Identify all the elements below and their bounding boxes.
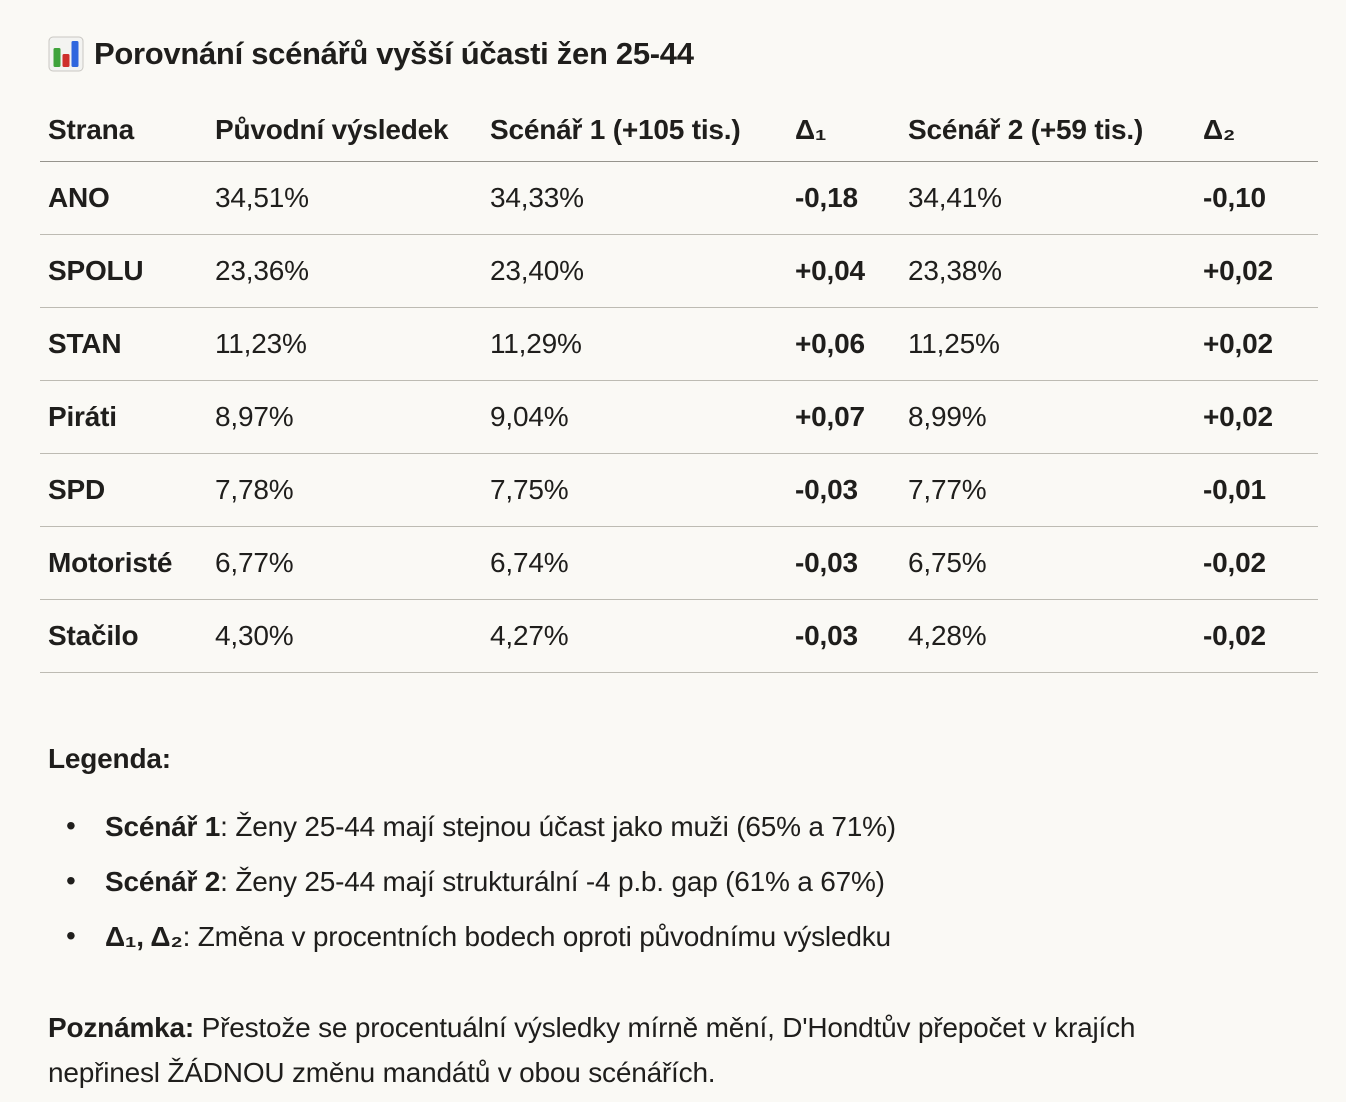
column-header-scenario1: Scénář 1 (+105 tis.) — [482, 103, 787, 162]
cell-scenario2: 34,41% — [900, 161, 1195, 235]
column-header-original: Původní výsledek — [207, 103, 482, 162]
cell-party: ANO — [40, 161, 207, 235]
cell-delta2: -0,01 — [1195, 453, 1318, 527]
cell-delta2: +0,02 — [1195, 380, 1318, 454]
table-row: Motoristé 6,77% 6,74% -0,03 6,75% -0,02 — [40, 526, 1318, 600]
cell-party: Piráti — [40, 380, 207, 454]
cell-scenario2: 11,25% — [900, 307, 1195, 381]
cell-delta2: +0,02 — [1195, 307, 1318, 381]
note-line1: Přestože se procentuální výsledky mírně … — [194, 1011, 1136, 1043]
legend-item-scenario2: Scénář 2: Ženy 25-44 mají strukturální -… — [40, 865, 1318, 897]
cell-delta2: -0,02 — [1195, 599, 1318, 673]
cell-delta1: -0,03 — [787, 526, 900, 600]
table-row: ANO 34,51% 34,33% -0,18 34,41% -0,10 — [40, 161, 1318, 235]
legend-term: Scénář 2 — [105, 865, 221, 897]
scenario-comparison-table: Strana Původní výsledek Scénář 1 (+105 t… — [40, 103, 1318, 673]
column-header-strana: Strana — [40, 103, 207, 162]
cell-delta2: +0,02 — [1195, 234, 1318, 308]
legend-list: Scénář 1: Ženy 25-44 mají stejnou účast … — [40, 810, 1318, 952]
note: Poznámka: Přestože se procentuální výsle… — [40, 1005, 1318, 1095]
cell-scenario1: 9,04% — [482, 380, 787, 454]
table-row: Piráti 8,97% 9,04% +0,07 8,99% +0,02 — [40, 380, 1318, 454]
cell-original: 34,51% — [207, 161, 482, 235]
cell-scenario1: 23,40% — [482, 234, 787, 308]
cell-delta2: -0,10 — [1195, 161, 1318, 235]
legend-item-scenario1: Scénář 1: Ženy 25-44 mají stejnou účast … — [40, 810, 1318, 842]
cell-party: SPD — [40, 453, 207, 527]
cell-scenario2: 8,99% — [900, 380, 1195, 454]
bar-chart-icon — [48, 36, 84, 72]
column-header-delta2: Δ₂ — [1195, 103, 1318, 162]
cell-scenario2: 4,28% — [900, 599, 1195, 673]
cell-delta1: +0,07 — [787, 380, 900, 454]
table-row: STAN 11,23% 11,29% +0,06 11,25% +0,02 — [40, 307, 1318, 381]
legend-text: : Ženy 25-44 mají stejnou účast jako muž… — [220, 810, 896, 842]
cell-delta1: +0,04 — [787, 234, 900, 308]
cell-delta1: -0,03 — [787, 453, 900, 527]
cell-scenario2: 7,77% — [900, 453, 1195, 527]
cell-original: 8,97% — [207, 380, 482, 454]
cell-delta1: +0,06 — [787, 307, 900, 381]
cell-party: SPOLU — [40, 234, 207, 308]
cell-original: 7,78% — [207, 453, 482, 527]
cell-party: STAN — [40, 307, 207, 381]
table-header-row: Strana Původní výsledek Scénář 1 (+105 t… — [40, 103, 1318, 162]
cell-scenario1: 4,27% — [482, 599, 787, 673]
cell-delta1: -0,03 — [787, 599, 900, 673]
cell-scenario1: 34,33% — [482, 161, 787, 235]
cell-original: 11,23% — [207, 307, 482, 381]
cell-delta1: -0,18 — [787, 161, 900, 235]
cell-original: 6,77% — [207, 526, 482, 600]
cell-party: Stačilo — [40, 599, 207, 673]
cell-delta2: -0,02 — [1195, 526, 1318, 600]
note-line2: nepřinesl ŽÁDNOU změnu mandátů v obou sc… — [48, 1056, 716, 1088]
legend-term: Scénář 1 — [105, 810, 221, 842]
table-row: Stačilo 4,30% 4,27% -0,03 4,28% -0,02 — [40, 599, 1318, 673]
column-header-scenario2: Scénář 2 (+59 tis.) — [900, 103, 1195, 162]
cell-scenario1: 7,75% — [482, 453, 787, 527]
note-label: Poznámka: — [48, 1011, 195, 1043]
table-row: SPOLU 23,36% 23,40% +0,04 23,38% +0,02 — [40, 234, 1318, 308]
cell-original: 4,30% — [207, 599, 482, 673]
legend-term: Δ₁, Δ₂ — [105, 920, 183, 952]
cell-scenario2: 23,38% — [900, 234, 1195, 308]
legend-text: : Změna v procentních bodech oproti půvo… — [182, 920, 891, 952]
cell-scenario1: 11,29% — [482, 307, 787, 381]
legend-text: : Ženy 25-44 mají strukturální -4 p.b. g… — [220, 865, 885, 897]
table-row: SPD 7,78% 7,75% -0,03 7,77% -0,01 — [40, 453, 1318, 527]
cell-scenario1: 6,74% — [482, 526, 787, 600]
legend-item-deltas: Δ₁, Δ₂: Změna v procentních bodech oprot… — [40, 920, 1318, 952]
cell-scenario2: 6,75% — [900, 526, 1195, 600]
cell-original: 23,36% — [207, 234, 482, 308]
legend-heading: Legenda: — [48, 742, 171, 774]
column-header-delta1: Δ₁ — [787, 103, 900, 162]
page-title: Porovnání scénářů vyšší účasti žen 25-44 — [94, 36, 694, 71]
page-title-row: Porovnání scénářů vyšší účasti žen 25-44 — [40, 36, 1318, 72]
cell-party: Motoristé — [40, 526, 207, 600]
